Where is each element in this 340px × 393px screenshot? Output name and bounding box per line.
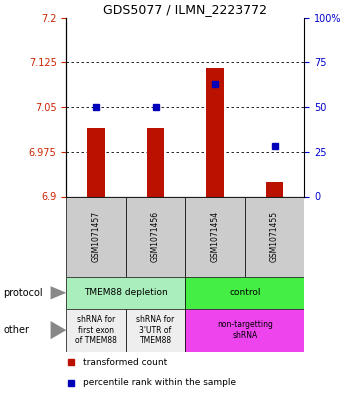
Text: other: other <box>3 325 29 335</box>
Bar <box>147 128 165 196</box>
Bar <box>87 128 105 196</box>
Text: GSM1071457: GSM1071457 <box>91 211 101 263</box>
Text: GSM1071456: GSM1071456 <box>151 211 160 263</box>
Text: transformed count: transformed count <box>83 358 167 367</box>
Text: non-targetting
shRNA: non-targetting shRNA <box>217 320 273 340</box>
Bar <box>66 277 185 309</box>
Bar <box>245 196 304 277</box>
Bar <box>66 196 126 277</box>
Bar <box>266 182 284 196</box>
Polygon shape <box>51 286 66 299</box>
Polygon shape <box>51 321 66 339</box>
Text: GSM1071454: GSM1071454 <box>210 211 220 263</box>
Text: TMEM88 depletion: TMEM88 depletion <box>84 288 168 297</box>
Bar <box>66 309 126 352</box>
Text: percentile rank within the sample: percentile rank within the sample <box>83 378 236 387</box>
Bar <box>126 309 185 352</box>
Text: control: control <box>229 288 260 297</box>
Text: protocol: protocol <box>3 288 43 298</box>
Text: GSM1071455: GSM1071455 <box>270 211 279 263</box>
Bar <box>185 196 245 277</box>
Text: shRNA for
3'UTR of
TMEM88: shRNA for 3'UTR of TMEM88 <box>136 315 175 345</box>
Bar <box>185 277 304 309</box>
Bar <box>126 196 185 277</box>
Text: shRNA for
first exon
of TMEM88: shRNA for first exon of TMEM88 <box>75 315 117 345</box>
Title: GDS5077 / ILMN_2223772: GDS5077 / ILMN_2223772 <box>103 4 267 17</box>
Bar <box>185 309 304 352</box>
Bar <box>206 68 224 196</box>
